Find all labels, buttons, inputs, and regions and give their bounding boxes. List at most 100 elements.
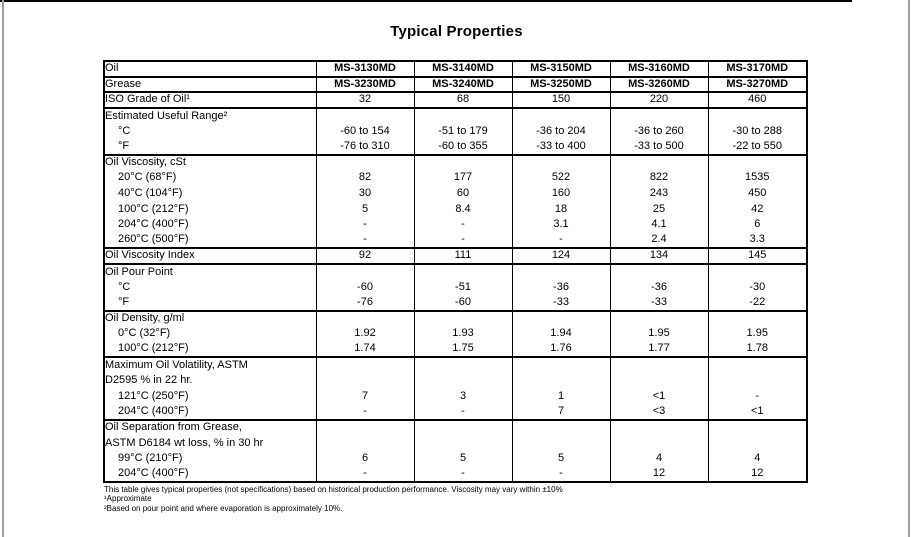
- table-row: °C -60 to 154 -51 to 179 -36 to 204 -36 to 2…: [103, 123, 808, 139]
- value-cell: [413, 372, 513, 389]
- value-cell: [707, 310, 808, 327]
- row-label: 204°C (400°F): [103, 466, 317, 483]
- value-cell: [511, 107, 611, 124]
- table-row: °F -76 -60 -33 -33 -22: [103, 294, 808, 311]
- table-row: Oil MS-3130MD MS-3140MD MS-3150MD MS-3160MD M…: [103, 61, 808, 77]
- value-cell: [413, 419, 513, 436]
- value-cell: MS-3260MD: [609, 76, 709, 93]
- value-cell: 1.78: [707, 341, 808, 358]
- value-cell: -60 to 355: [413, 138, 513, 155]
- value-cell: 8.4: [413, 201, 513, 217]
- table-row: 100°C (212°F) 1.74 1.75 1.76 1.77 1.78: [103, 341, 808, 358]
- value-cell: [609, 372, 709, 389]
- value-cell: [413, 154, 513, 171]
- table-row: Grease MS-3230MD MS-3240MD MS-3250MD MS-3260…: [103, 76, 808, 93]
- page-top-border: [0, 0, 852, 2]
- row-label: Oil Viscosity Index: [103, 248, 317, 264]
- value-cell: [413, 263, 513, 280]
- value-cell: -: [315, 466, 415, 483]
- row-label: 0°C (32°F): [103, 326, 317, 342]
- table-row: Oil Separation from Grease,: [103, 419, 808, 436]
- table-row: 260°C (500°F) - - -2.4 3.3: [103, 232, 808, 249]
- value-cell: 5: [315, 201, 415, 217]
- table-row: °F -76 to 310 -60 to 355 -33 to 400 -33 to 5…: [103, 138, 808, 155]
- table-row: 121°C (250°F) 7 3 1 <1-: [103, 388, 808, 405]
- row-label: Oil Viscosity, cSt: [103, 154, 317, 171]
- value-cell: -51: [413, 279, 513, 295]
- value-cell: -76 to 310: [315, 138, 415, 155]
- value-cell: [707, 107, 808, 124]
- value-cell: 60: [413, 185, 513, 202]
- value-cell: 4: [609, 450, 709, 467]
- value-cell: [707, 419, 808, 436]
- value-cell: [609, 263, 709, 280]
- value-cell: 1535: [707, 170, 808, 186]
- value-cell: -33 to 500: [609, 138, 709, 155]
- row-label: Estimated Useful Range²: [103, 107, 317, 124]
- value-cell: MS-3130MD: [315, 61, 415, 77]
- table-row: ISO Grade of Oil¹ 32 68 150 220 460: [103, 92, 808, 108]
- value-cell: MS-3170MD: [707, 61, 808, 77]
- table-row: °C -60 -51 -36 -36 -30: [103, 279, 808, 295]
- section-useful-range: Estimated Useful Range² °C -60 to 154 -51 …: [103, 107, 808, 155]
- value-cell: [413, 435, 513, 451]
- section-viscosity-index: Oil Viscosity Index 92 111 124 134 145: [103, 248, 808, 264]
- value-cell: -30 to 288: [707, 123, 808, 139]
- value-cell: 822: [609, 170, 709, 186]
- value-cell: 3.3: [707, 232, 808, 249]
- row-label: Oil: [103, 61, 317, 77]
- value-cell: [609, 435, 709, 451]
- value-cell: 150: [511, 92, 611, 108]
- value-cell: -33 to 400: [511, 138, 611, 155]
- row-label: 204°C (400°F): [103, 216, 317, 233]
- value-cell: 111: [413, 248, 513, 264]
- table-row: Estimated Useful Range²: [103, 107, 808, 124]
- section-pour-point: Oil Pour Point °C -60 -51 -36 -36 -30 °F -76 -6…: [103, 263, 808, 311]
- table-row: 99°C (210°F) 6 5 5 4 4: [103, 450, 808, 467]
- value-cell: 5: [511, 450, 611, 467]
- value-cell: 1.77: [609, 341, 709, 358]
- value-cell: [511, 419, 611, 436]
- row-label: 100°C (212°F): [103, 341, 317, 358]
- value-cell: -33: [609, 294, 709, 311]
- value-cell: [413, 357, 513, 373]
- value-cell: -: [707, 388, 808, 405]
- value-cell: 2.4: [609, 232, 709, 249]
- value-cell: 1.94: [511, 326, 611, 342]
- value-cell: [315, 419, 415, 436]
- row-label: 99°C (210°F): [103, 450, 317, 467]
- value-cell: 25: [609, 201, 709, 217]
- value-cell: [511, 372, 611, 389]
- value-cell: 160: [511, 185, 611, 202]
- value-cell: -: [413, 232, 513, 249]
- section-grease: Grease MS-3230MD MS-3240MD MS-3250MD MS-3260…: [103, 76, 808, 93]
- value-cell: 6: [315, 450, 415, 467]
- value-cell: [315, 154, 415, 171]
- row-label: 260°C (500°F): [103, 232, 317, 249]
- row-label: °F: [103, 138, 317, 155]
- value-cell: 92: [315, 248, 415, 264]
- row-label: D2595 % in 22 hr.: [103, 372, 317, 389]
- value-cell: -36: [511, 279, 611, 295]
- value-cell: 12: [609, 466, 709, 483]
- value-cell: MS-3230MD: [315, 76, 415, 93]
- table-row: Oil Viscosity, cSt: [103, 154, 808, 171]
- section-oil-density: Oil Density, g/ml 0°C (32°F) 1.92 1.93 1.94…: [103, 310, 808, 358]
- value-cell: <3: [609, 404, 709, 420]
- section-iso-grade: ISO Grade of Oil¹ 32 68 150 220 460: [103, 92, 808, 108]
- value-cell: [609, 419, 709, 436]
- footnote-line: This table gives typical properties (not…: [104, 485, 563, 494]
- table-row: 100°C (212°F) 5 8.4 18 25 42: [103, 201, 808, 217]
- value-cell: 7: [315, 388, 415, 405]
- value-cell: [315, 435, 415, 451]
- value-cell: 12: [707, 466, 808, 483]
- value-cell: MS-3240MD: [413, 76, 513, 93]
- value-cell: 82: [315, 170, 415, 186]
- value-cell: MS-3150MD: [511, 61, 611, 77]
- value-cell: [707, 357, 808, 373]
- table-row: Oil Viscosity Index 92 111 124 134 145: [103, 248, 808, 264]
- value-cell: 1.95: [609, 326, 709, 342]
- value-cell: [609, 310, 709, 327]
- value-cell: 1.95: [707, 326, 808, 342]
